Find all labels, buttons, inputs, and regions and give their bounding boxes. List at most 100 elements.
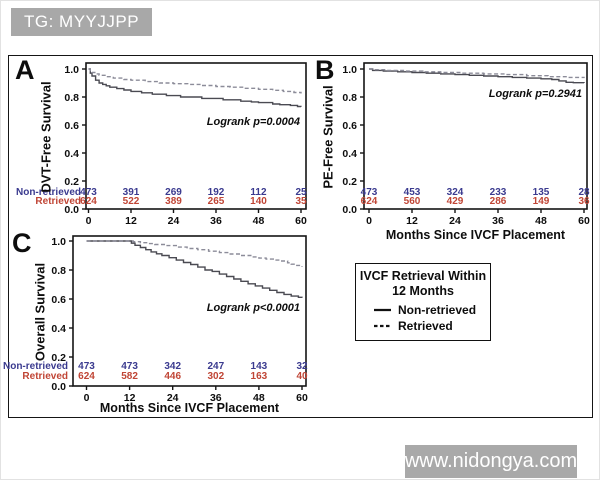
y-tick-label-A: 0.0 [64,204,79,216]
at-risk-value-A: 265 [208,196,225,207]
x-tick-label-C: 12 [124,392,136,404]
at-risk-value-A: 25 [295,187,307,198]
panel-c-x-axis-label: Months Since IVCF Placement [99,401,280,415]
x-tick-label-B: 36 [492,215,504,227]
at-risk-value-C: 446 [164,371,181,382]
at-risk-value-B: 36 [578,196,590,207]
panel-c-y-axis-label: Overall Survival [32,262,48,362]
y-tick-label-B: 0.8 [342,92,357,104]
at-risk-value-C: 163 [251,371,268,382]
at-risk-value-C: 40 [296,371,308,382]
survival-curve-dashed-A [88,68,302,94]
survival-curve-dashed-B [369,68,585,79]
y-tick-label-B: 0.0 [342,204,357,216]
legend-items: Non-retrieved Retrieved [373,302,490,334]
solid-line-sample-icon [374,308,391,312]
survival-curve-solid-A [88,68,302,108]
y-tick-label-B: 0.2 [342,176,357,188]
at-risk-value-A: 473 [80,187,97,198]
at-risk-row-label-C: Non-retrieved [3,361,68,372]
y-tick-label-A: 0.4 [64,148,79,160]
at-risk-value-C: 582 [121,371,138,382]
x-tick-label-C: 48 [253,392,265,404]
at-risk-row-label-A: Non-retrieved [16,187,81,198]
panel-b-logrank-annotation: Logrank p=0.2941 [488,88,582,100]
at-risk-value-B: 324 [447,187,464,198]
at-risk-value-B: 473 [361,187,378,198]
x-tick-label-A: 12 [125,215,137,227]
at-risk-value-B: 624 [361,196,378,207]
panel-c-logrank-annotation: Logrank p<0.0001 [206,302,300,314]
x-tick-label-B: 60 [578,215,590,227]
at-risk-value-A: 35 [295,196,307,207]
at-risk-value-C: 302 [207,371,224,382]
at-risk-row-label-C: Retrieved [22,371,68,382]
x-tick-label-B: 0 [366,215,372,227]
x-tick-label-A: 60 [295,215,307,227]
y-tick-label-C: 0.2 [51,352,66,364]
at-risk-value-B: 149 [533,196,550,207]
at-risk-value-A: 192 [208,187,225,198]
at-risk-value-A: 269 [165,187,182,198]
at-risk-value-B: 560 [404,196,421,207]
y-tick-label-C: 1.0 [51,236,66,248]
x-tick-label-A: 48 [253,215,265,227]
y-tick-label-B: 0.6 [342,120,357,132]
x-tick-label-C: 60 [296,392,308,404]
y-tick-label-C: 0.4 [51,323,66,335]
y-tick-label-C: 0.6 [51,294,66,306]
legend-item-label: Retrieved [398,319,453,334]
at-risk-value-A: 391 [123,187,140,198]
x-tick-label-B: 24 [449,215,461,227]
tag-label: TG: MYYJJPP [11,8,153,36]
at-risk-value-B: 135 [533,187,550,198]
x-tick-label-B: 48 [535,215,547,227]
at-risk-row-label-A: Retrieved [35,196,81,207]
y-tick-label-C: 0.0 [51,381,66,393]
watermark-label: www.nidongya.com [405,445,577,478]
at-risk-value-A: 624 [80,196,97,207]
at-risk-value-B: 429 [447,196,464,207]
at-risk-value-B: 286 [490,196,507,207]
plot-box-A [85,62,307,210]
y-tick-label-A: 1.0 [64,64,79,76]
figure-border-frame [8,55,593,418]
at-risk-value-A: 389 [165,196,182,207]
survival-curve-solid-C [86,240,303,298]
y-tick-label-B: 0.4 [342,148,357,160]
plot-box-B [363,62,588,210]
at-risk-value-A: 522 [123,196,140,207]
legend-item-label: Non-retrieved [398,303,477,317]
y-tick-label-A: 0.2 [64,176,79,188]
legend-item-non-retrieved: Non-retrieved [373,302,490,318]
at-risk-value-B: 453 [404,187,421,198]
legend-title-line2: 12 Months [392,284,454,298]
at-risk-value-C: 473 [78,361,95,372]
legend-title-line1: IVCF Retrieval Within [359,269,487,283]
y-tick-label-A: 0.8 [64,92,79,104]
at-risk-value-C: 624 [78,371,95,382]
panel-a-y-axis-label: DVT-Free Survival [38,81,54,193]
x-tick-label-C: 36 [210,392,222,404]
panel-a-letter: A [15,55,35,85]
dashed-line-sample-icon [374,325,391,328]
legend-item-retrieved: Retrieved [373,318,490,334]
at-risk-value-C: 32 [296,361,308,372]
panel-b-y-axis-label: PE-Free Survival [320,85,336,189]
x-tick-label-B: 12 [406,215,418,227]
at-risk-value-C: 143 [251,361,268,372]
y-tick-label-C: 0.8 [51,265,66,277]
panel-b-letter: B [315,55,335,85]
plot-box-C [72,235,307,387]
at-risk-value-B: 28 [578,187,590,198]
x-tick-label-C: 24 [167,392,179,404]
x-tick-label-A: 24 [168,215,180,227]
survival-curve-solid-B [369,68,585,84]
y-tick-label-B: 1.0 [342,64,357,76]
x-tick-label-C: 0 [84,392,90,404]
y-tick-label-A: 0.6 [64,120,79,132]
panel-c-letter: C [12,228,32,258]
at-risk-value-C: 473 [121,361,138,372]
